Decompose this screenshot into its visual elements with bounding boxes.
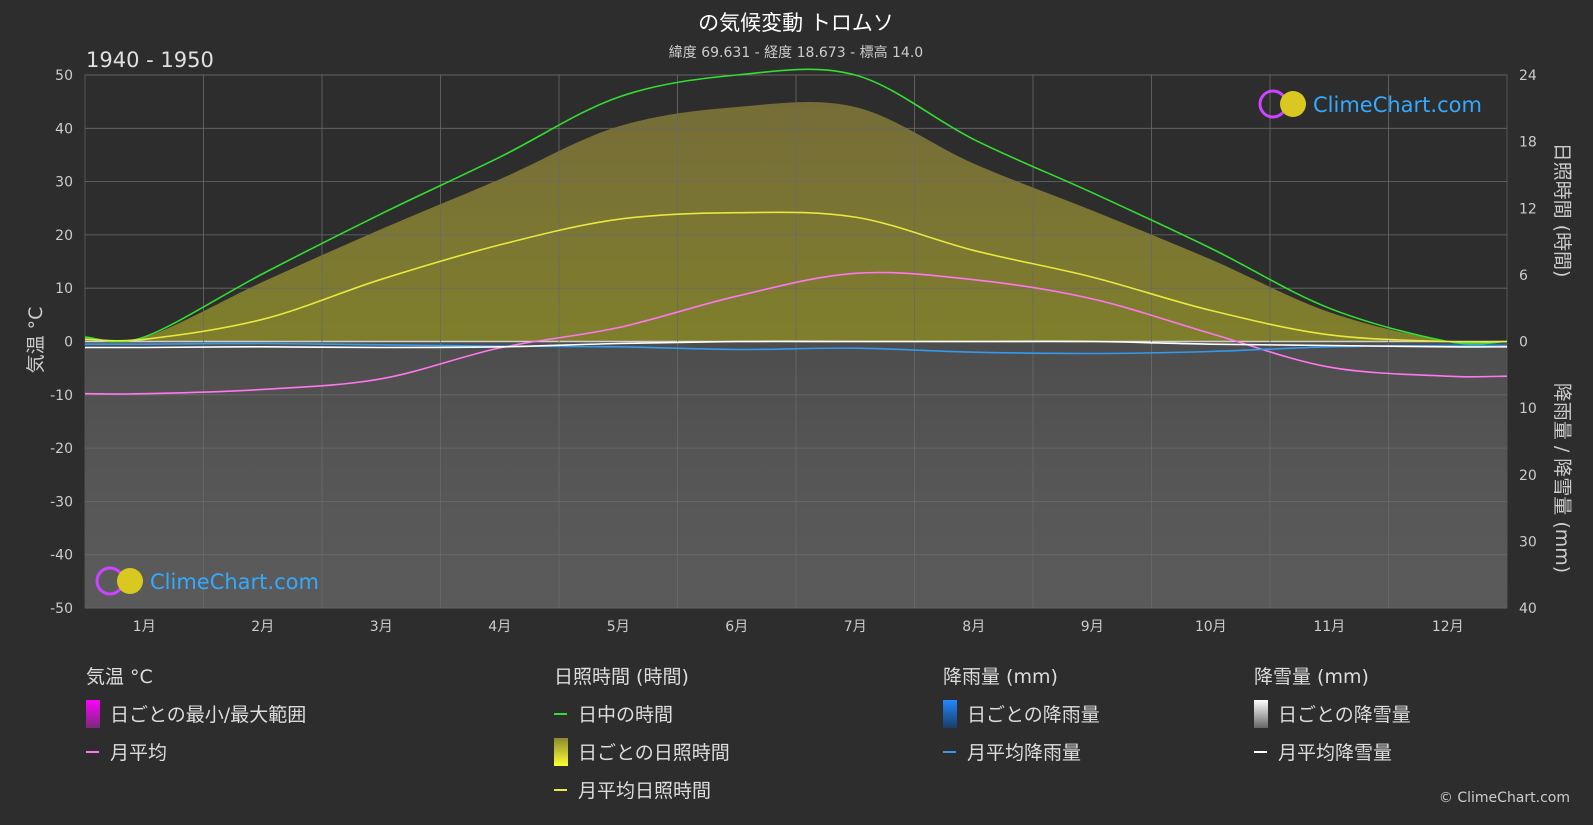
legend-item-label: 日ごとの降雪量	[1278, 704, 1411, 726]
left-tick-label: 50	[55, 68, 73, 84]
legend-swatch	[86, 700, 100, 728]
legend-group-title: 気温 °C	[86, 666, 153, 688]
month-label: 9月	[1081, 619, 1104, 635]
right-tick-label-precip: 40	[1519, 601, 1537, 617]
legend-swatch	[943, 700, 957, 728]
legend-item-label: 日ごとの降雨量	[967, 704, 1100, 726]
left-tick-label: 40	[55, 121, 73, 137]
period-label: 1940 - 1950	[86, 48, 214, 72]
left-tick-label: 10	[55, 281, 73, 297]
left-tick-label: 20	[55, 228, 73, 244]
month-label: 8月	[962, 619, 985, 635]
series-line-2	[84, 271, 1508, 395]
legend-swatch	[1254, 700, 1268, 728]
right-tick-label-precip: 30	[1519, 534, 1537, 550]
legend-swatch	[554, 738, 568, 766]
logo-sun-icon	[117, 568, 143, 594]
left-axis: 50 40 30 20 10 0 -10 -20 -30 -40 -50	[50, 68, 73, 617]
legend-item-label: 月平均日照時間	[578, 780, 711, 802]
left-tick-label: -10	[50, 388, 73, 404]
logo-sun-icon	[1280, 91, 1306, 117]
right-tick-label-sun: 24	[1519, 68, 1537, 84]
left-tick-label: -50	[50, 601, 73, 617]
chart-title: の気候変動 トロムソ	[698, 11, 894, 35]
right-axis-top-label: 日照時間 (時間)	[1551, 143, 1573, 278]
brand-text-bottom: ClimeChart.com	[150, 570, 319, 594]
right-tick-label-sun: 6	[1519, 268, 1528, 284]
brand-logo-bottom[interactable]: ClimeChart.com	[95, 566, 319, 596]
left-axis-label: 気温 °C	[25, 307, 47, 374]
legend-item-label: 日中の時間	[578, 704, 673, 726]
month-label: 11月	[1313, 619, 1345, 635]
series-line-3	[84, 342, 1508, 355]
month-label: 7月	[844, 619, 867, 635]
brand-logo-top[interactable]: ClimeChart.com	[1258, 89, 1482, 119]
series-lines	[84, 68, 1508, 395]
legend-item-label: 日ごとの最小/最大範囲	[110, 704, 306, 726]
right-tick-label-sun: 0	[1519, 335, 1528, 351]
month-label: 12月	[1432, 619, 1464, 635]
legend-group-title: 降雪量 (mm)	[1254, 666, 1369, 688]
left-tick-label: -30	[50, 494, 73, 510]
legend-item-label: 日ごとの日照時間	[578, 742, 730, 764]
left-tick-label: 0	[64, 335, 73, 351]
month-label: 3月	[370, 619, 393, 635]
month-label: 4月	[488, 619, 511, 635]
chart-subtitle: 緯度 69.631 - 経度 18.673 - 標高 14.0	[669, 44, 923, 61]
month-label: 6月	[725, 619, 748, 635]
right-axis-bottom-label: 降雨量 / 降雪量 (mm)	[1551, 383, 1573, 573]
left-tick-label: -40	[50, 548, 73, 564]
month-label: 10月	[1195, 619, 1227, 635]
month-label: 5月	[607, 619, 630, 635]
brand-text-top: ClimeChart.com	[1313, 93, 1482, 117]
legend-item-label: 月平均	[110, 742, 167, 764]
legend-item-label: 月平均降雨量	[967, 742, 1081, 764]
x-axis: 1月 2月 3月 4月 5月 6月 7月 8月 9月 10月 11月 12月	[133, 619, 1464, 635]
left-tick-label: -20	[50, 441, 73, 457]
legend-group-title: 降雨量 (mm)	[943, 666, 1058, 688]
right-axis: 24 18 12 6 0 10 20 30 40	[1519, 68, 1537, 617]
legend-item-label: 月平均降雪量	[1278, 742, 1392, 764]
series-line-1	[84, 211, 1508, 343]
right-tick-label-sun: 18	[1519, 135, 1537, 151]
series-line-4	[84, 340, 1508, 349]
right-tick-label-sun: 12	[1519, 201, 1537, 217]
series-line-0	[84, 68, 1508, 345]
left-tick-label: 30	[55, 175, 73, 191]
month-label: 1月	[133, 619, 156, 635]
month-label: 2月	[251, 619, 274, 635]
right-tick-label-precip: 20	[1519, 468, 1537, 484]
right-tick-label-precip: 10	[1519, 401, 1537, 417]
legend-group-title: 日照時間 (時間)	[554, 666, 689, 688]
copyright: © ClimeChart.com	[1439, 790, 1570, 806]
